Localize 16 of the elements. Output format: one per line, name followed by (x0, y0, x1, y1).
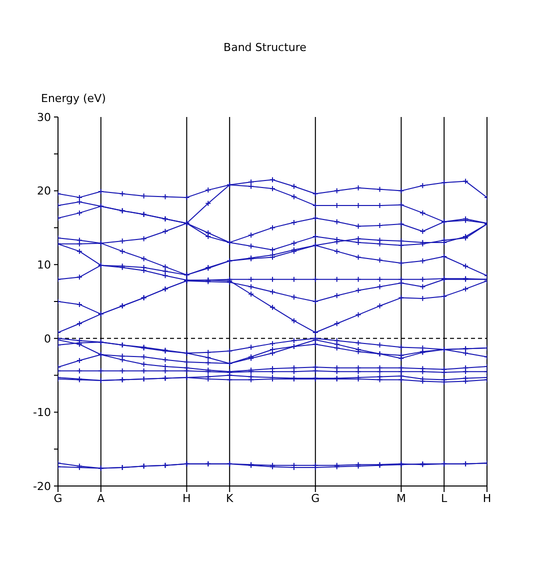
x-tick-label: L (441, 492, 448, 505)
y-tick-label: -20 (33, 480, 51, 493)
x-tick-label: M (396, 492, 406, 505)
x-tick-label: H (182, 492, 191, 505)
x-tick-label: K (226, 492, 234, 505)
y-tick-label: -10 (33, 406, 51, 420)
y-tick-label: 10 (37, 258, 51, 272)
y-tick-label: 20 (37, 184, 51, 198)
y-tick-label: 30 (37, 110, 51, 124)
x-tick-label: H (482, 492, 492, 505)
x-tick-label: G (54, 492, 62, 505)
x-tick-label: A (97, 492, 106, 505)
y-tick-label: 0 (44, 332, 51, 346)
x-tick-label: G (311, 492, 320, 505)
chart-title: Band Structure (222, 41, 308, 54)
y-axis-title: Energy (eV) (41, 92, 106, 105)
